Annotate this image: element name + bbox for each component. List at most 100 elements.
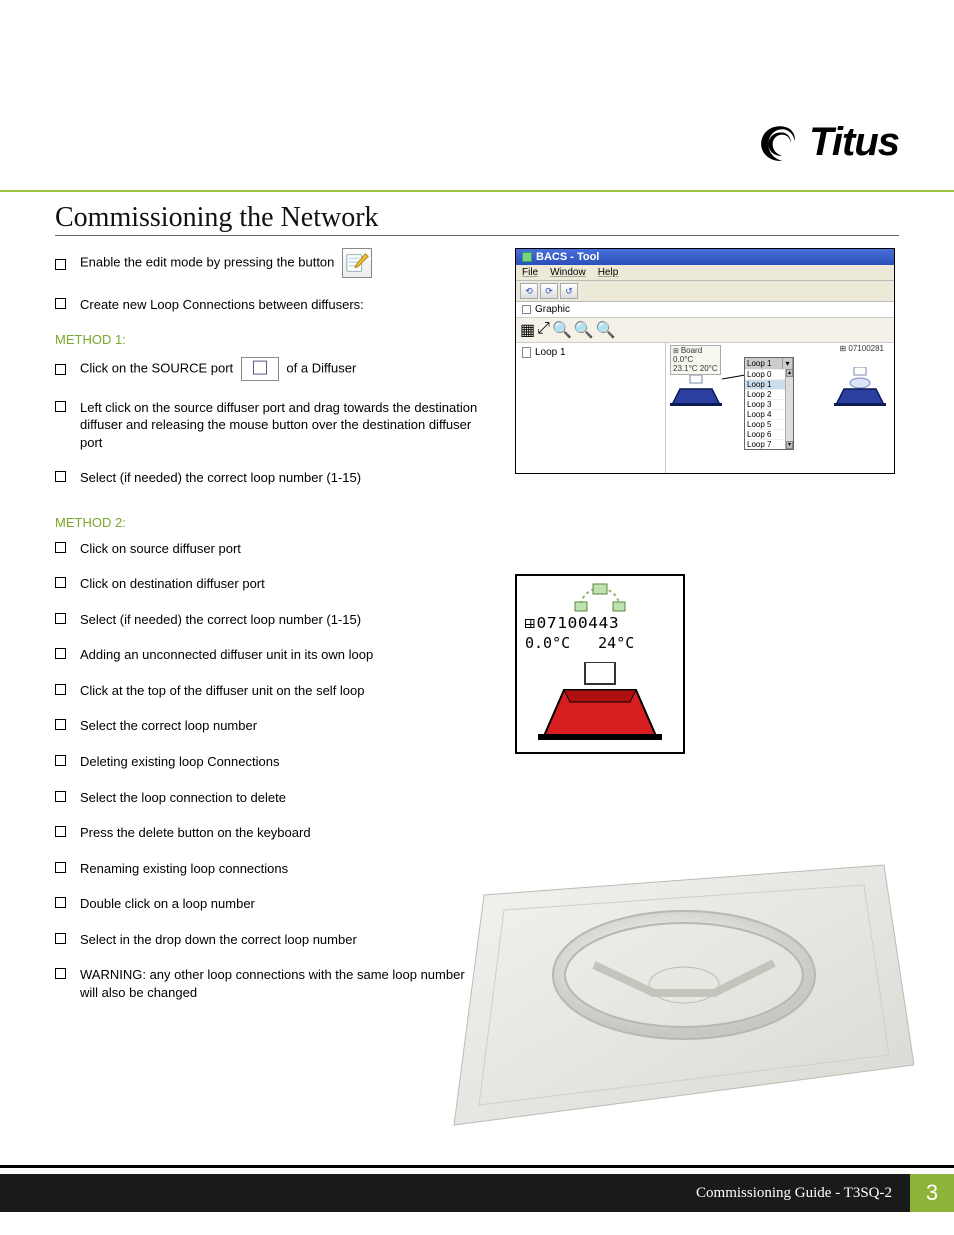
id-text: 07100443: [537, 614, 620, 632]
checklist-item: Adding an unconnected diffuser unit in i…: [55, 646, 485, 664]
graphic-canvas: Loop 1 ⊞ Board 0.0°C 23.1°C 20°C: [516, 343, 894, 473]
tab-label: Graphic: [535, 304, 570, 315]
tab-icon: [522, 305, 531, 314]
source-port-icon: [241, 357, 279, 381]
edit-mode-icon: [342, 248, 372, 278]
diffuser-id: ⊞ 07100281: [839, 345, 884, 354]
menu-help[interactable]: Help: [598, 267, 619, 278]
zoom-out-icon[interactable]: 🔍: [574, 320, 594, 340]
checkbox-icon: [55, 897, 66, 908]
grid-icon: [525, 619, 534, 628]
text: Click on the SOURCE port: [80, 360, 233, 375]
checklist-text: Click on the SOURCE port of a Diffuser: [80, 357, 485, 381]
checkbox-icon: [55, 364, 66, 375]
brand-name: Titus: [809, 120, 899, 165]
tree-node[interactable]: Loop 1: [522, 347, 659, 358]
graphic-tab[interactable]: Graphic: [516, 302, 894, 318]
zoom-icon[interactable]: 🔍: [596, 320, 616, 340]
brand-logo: Titus: [759, 120, 899, 165]
board-temp2: 23.1°C 20°C: [673, 364, 718, 373]
document-icon: [522, 347, 531, 358]
section-title: Commissioning the Network: [55, 202, 379, 234]
view-toolbar: ▦ ⤢ 🔍 🔍 🔍: [516, 318, 894, 343]
menu-bar: File Window Help: [516, 265, 894, 281]
checklist-item: Click on the SOURCE port of a Diffuser: [55, 357, 485, 381]
product-render: [414, 855, 914, 1135]
method-2-label: METHOD 2:: [55, 515, 485, 530]
checklist-item: Select (if needed) the correct loop numb…: [55, 611, 485, 629]
method-1-label: METHOD 1:: [55, 332, 485, 347]
toolbar-button[interactable]: ▦: [520, 320, 535, 340]
swirl-icon: [759, 122, 801, 164]
diffuser-id-line: 07100443: [525, 614, 683, 632]
text: of a Diffuser: [286, 360, 356, 375]
temps: 0.0°C 24°C: [525, 634, 675, 652]
diffuser-detail-figure: 07100443 0.0°C 24°C: [515, 574, 685, 754]
board-temp1: 0.0°C: [673, 355, 693, 364]
checklist-text: Select (if needed) the correct loop numb…: [80, 469, 485, 487]
diffuser-red-icon: [525, 662, 675, 742]
checklist-text: Select the correct loop number: [80, 717, 485, 735]
footer-label: Commissioning Guide - T3SQ-2: [678, 1174, 910, 1212]
page-number: 3: [910, 1174, 954, 1212]
diffuser-dest[interactable]: [832, 367, 888, 407]
zoom-fit-icon[interactable]: ⤢: [537, 320, 550, 340]
text: Enable the edit mode by pressing the but…: [80, 254, 334, 269]
window-titlebar: BACS - Tool: [516, 249, 894, 265]
title-rule: [55, 235, 899, 236]
checklist-item: Select the loop connection to delete: [55, 789, 485, 807]
checkbox-icon: [55, 259, 66, 270]
checkbox-icon: [55, 577, 66, 588]
diffuser-source[interactable]: [668, 375, 724, 407]
checkbox-icon: [55, 648, 66, 659]
checkbox-icon: [55, 542, 66, 553]
checklist-item: Click on source diffuser port: [55, 540, 485, 558]
loop-dropdown[interactable]: Loop 1▾ Loop 0Loop 1Loop 2Loop 3Loop 4Lo…: [744, 357, 794, 450]
bacs-tool-screenshot: BACS - Tool File Window Help ⟲ ⟳ ↺ Graph…: [515, 248, 895, 474]
checklist-text: Click at the top of the diffuser unit on…: [80, 682, 485, 700]
checklist-text: Click on destination diffuser port: [80, 575, 485, 593]
scroll-up-icon[interactable]: ▴: [786, 369, 793, 377]
checklist-text: Enable the edit mode by pressing the but…: [80, 248, 485, 278]
checkbox-icon: [55, 719, 66, 730]
menu-window[interactable]: Window: [550, 267, 586, 278]
checklist-text: Select (if needed) the correct loop numb…: [80, 611, 485, 629]
checkbox-icon: [55, 933, 66, 944]
checklist-text: Select the loop connection to delete: [80, 789, 485, 807]
toolbar-button[interactable]: ↺: [560, 283, 578, 299]
checklist-item: Press the delete button on the keyboard: [55, 824, 485, 842]
checklist-item: Enable the edit mode by pressing the but…: [55, 248, 485, 278]
checkbox-icon: [55, 471, 66, 482]
board-title: Board: [681, 346, 702, 355]
toolbar-button[interactable]: ⟲: [520, 283, 538, 299]
menu-file[interactable]: File: [522, 267, 538, 278]
footer-rule: [0, 1165, 954, 1168]
id-text: 07100281: [848, 344, 884, 353]
checklist-text: Press the delete button on the keyboard: [80, 824, 485, 842]
loop-header: Loop 1: [745, 358, 783, 369]
app-icon: [522, 252, 532, 262]
checklist-text: Left click on the source diffuser port a…: [80, 399, 485, 452]
window-title: BACS - Tool: [536, 251, 599, 263]
checklist-item: Select (if needed) the correct loop numb…: [55, 469, 485, 487]
checklist-item: Select the correct loop number: [55, 717, 485, 735]
checklist-item: Deleting existing loop Connections: [55, 753, 485, 771]
checkbox-icon: [55, 968, 66, 979]
checkbox-icon: [55, 862, 66, 873]
toolbar-button[interactable]: ⟳: [540, 283, 558, 299]
checklist-text: Deleting existing loop Connections: [80, 753, 485, 771]
scroll-down-icon[interactable]: ▾: [786, 441, 793, 449]
page-footer: Commissioning Guide - T3SQ-2 3: [0, 1165, 954, 1235]
scrollbar[interactable]: ▴ ▾: [785, 369, 793, 449]
checklist-text: Adding an unconnected diffuser unit in i…: [80, 646, 485, 664]
zoom-in-icon[interactable]: 🔍: [552, 320, 572, 340]
checklist-item: Click at the top of the diffuser unit on…: [55, 682, 485, 700]
checkbox-icon: [55, 755, 66, 766]
checklist-item: Click on destination diffuser port: [55, 575, 485, 593]
checkbox-icon: [55, 401, 66, 412]
checkbox-icon: [55, 791, 66, 802]
checklist-item: Left click on the source diffuser port a…: [55, 399, 485, 452]
tree-panel: Loop 1: [516, 343, 666, 473]
header-rule: [0, 190, 954, 192]
checklist-text: Create new Loop Connections between diff…: [80, 296, 485, 314]
